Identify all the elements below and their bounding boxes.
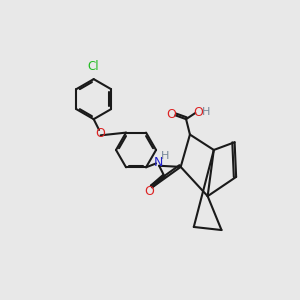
Text: O: O	[194, 106, 203, 119]
Text: N: N	[154, 156, 163, 169]
Text: Cl: Cl	[87, 60, 99, 73]
Text: H: H	[202, 107, 210, 117]
Text: O: O	[144, 185, 154, 198]
Text: O: O	[167, 108, 176, 121]
Text: H: H	[161, 151, 170, 161]
Text: O: O	[95, 127, 105, 140]
